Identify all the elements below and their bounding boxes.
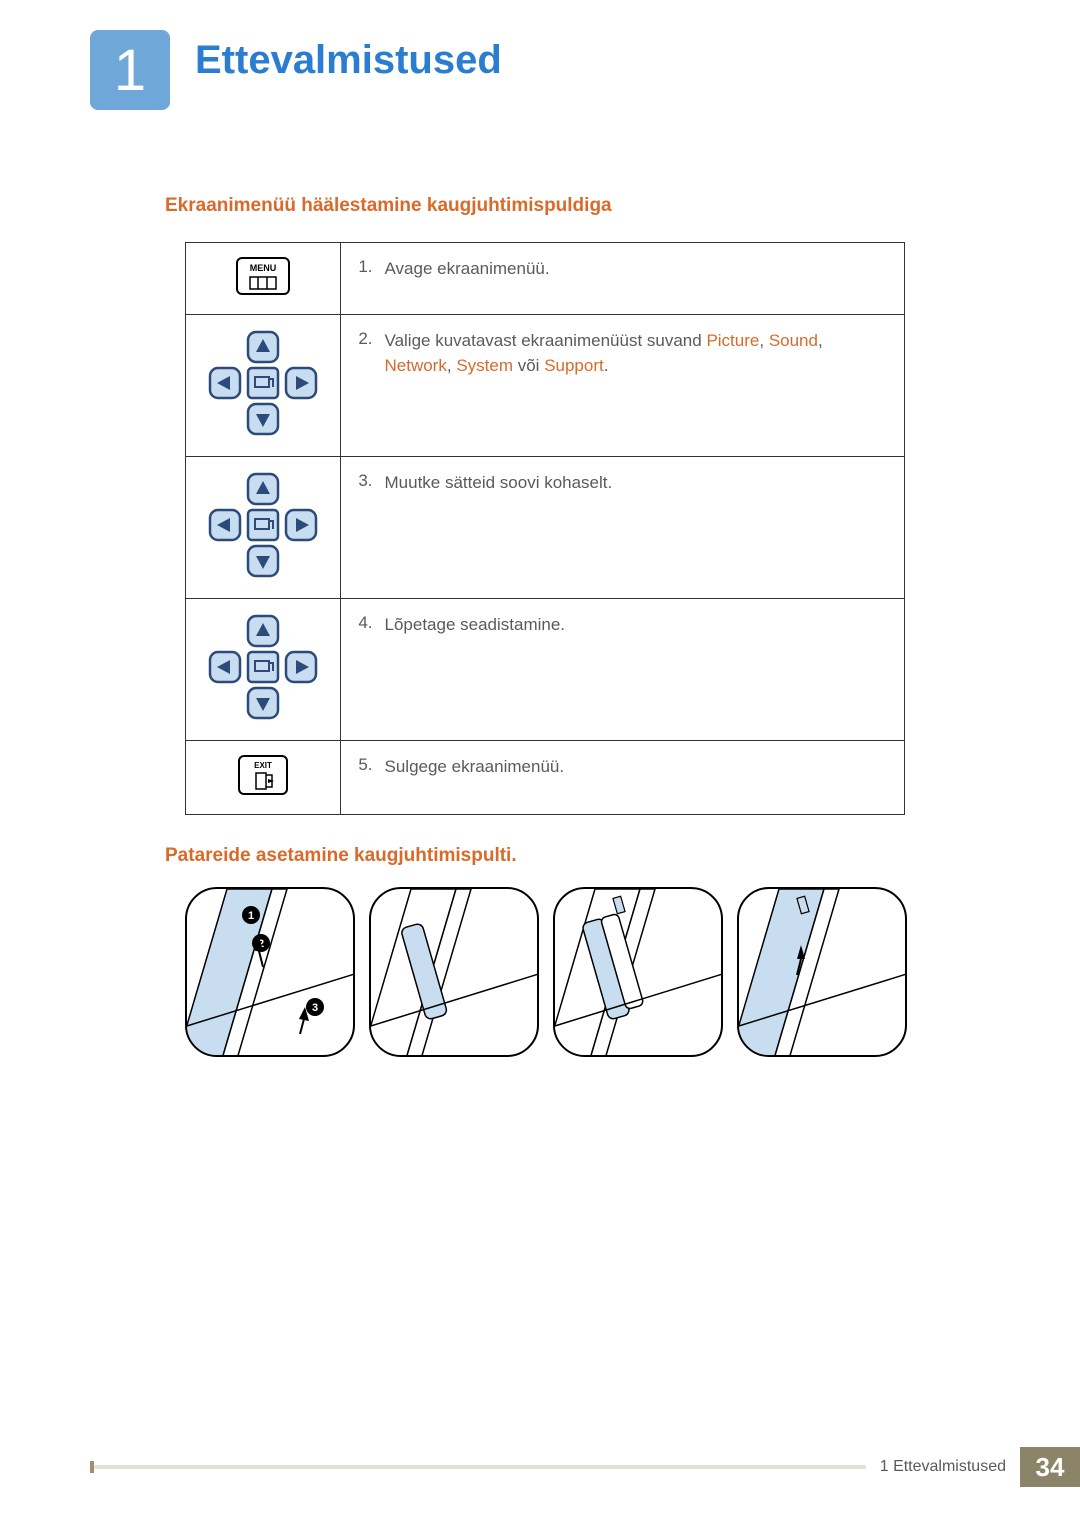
section-heading-2: Patareide asetamine kaugjuhtimispulti. [165,845,985,867]
step-number: 2. [341,315,377,457]
exit-button-icon: EXIT [238,755,288,795]
battery-diagram-row: 1 2 3 [185,887,985,1057]
table-row: 3. Muutke sätteid soovi kohaselt. [186,457,905,599]
table-row: 2. Valige kuvatavast ekraanimenüüst suva… [186,315,905,457]
icon-cell [186,457,341,599]
battery-panel-2 [369,887,539,1057]
chapter-number: 1 [114,37,146,104]
menu-option: Sound [769,331,818,350]
step-text: Muutke sätteid soovi kohaselt. [377,457,905,599]
step-text: Lõpetage seadistamine. [377,599,905,741]
icon-cell [186,315,341,457]
icon-cell [186,599,341,741]
battery-panel-1: 1 2 3 [185,887,355,1057]
menu-option: System [456,356,513,375]
step-text: Valige kuvatavast ekraanimenüüst suvand … [377,315,905,457]
footer-text: 1 Ettevalmistused [866,1458,1020,1476]
dpad-icon [203,613,323,721]
svg-text:EXIT: EXIT [254,761,272,770]
table-row: 4. Lõpetage seadistamine. [186,599,905,741]
instructions-table: MENU 1. Avage ekraanimenüü. [185,242,905,815]
svg-text:MENU: MENU [250,263,277,273]
battery-panel-4 [737,887,907,1057]
step-number: 3. [341,457,377,599]
table-row: EXIT 5. Sulgege ekraanimenüü. [186,741,905,815]
step-number: 4. [341,599,377,741]
dpad-icon [203,471,323,579]
menu-option: Picture [706,331,759,350]
step-number: 1. [341,243,377,315]
page-number: 34 [1020,1447,1080,1487]
icon-cell: EXIT [186,741,341,815]
table-row: MENU 1. Avage ekraanimenüü. [186,243,905,315]
footer: 1 Ettevalmistused 34 [90,1447,1080,1487]
chapter-badge: 1 [90,30,170,110]
menu-button-icon: MENU [236,257,290,295]
step-number: 5. [341,741,377,815]
menu-option: Network [385,356,447,375]
step-text: Sulgege ekraanimenüü. [377,741,905,815]
svg-text:3: 3 [312,1002,318,1014]
battery-panel-3 [553,887,723,1057]
footer-rule [94,1465,866,1469]
dpad-icon [203,329,323,437]
icon-cell: MENU [186,243,341,315]
menu-option: Support [544,356,604,375]
svg-text:1: 1 [248,910,254,922]
section-heading-1: Ekraanimenüü häälestamine kaugjuhtimispu… [165,195,985,217]
step-text: Avage ekraanimenüü. [377,243,905,315]
chapter-title: Ettevalmistused [195,38,502,83]
